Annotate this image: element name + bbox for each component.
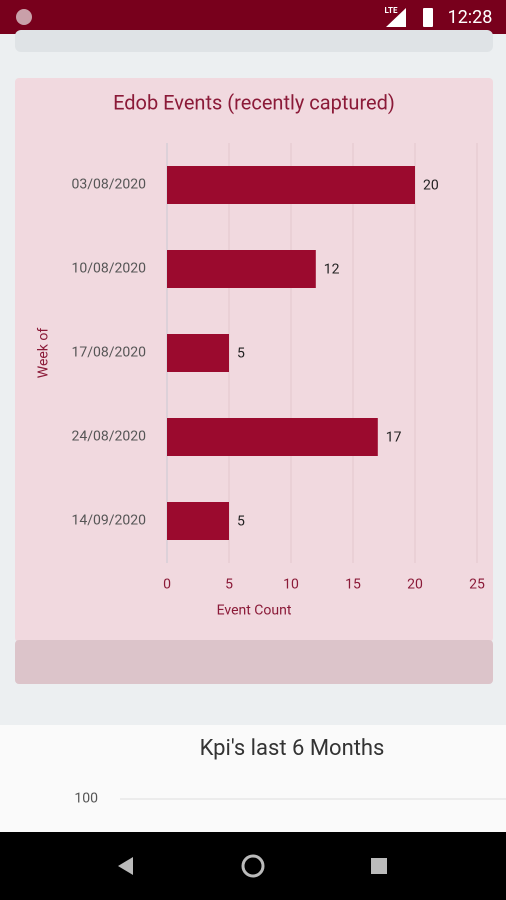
x-tick-label: 0	[163, 577, 171, 593]
x-tick-label: 15	[345, 577, 361, 593]
bar	[167, 502, 229, 540]
chart-title: Edob Events (recently captured)	[113, 90, 395, 114]
bar-chart: 0 5 10 15 20 25 03/08/2020 20 10/08/2020 12 17/08/…	[72, 143, 485, 593]
clock: 12:28	[448, 7, 493, 28]
y-tick-label: 03/08/2020	[72, 177, 147, 193]
bar	[167, 166, 415, 204]
y-tick-label: 10/08/2020	[72, 261, 147, 277]
status-bar	[0, 0, 506, 34]
chart-card	[15, 78, 493, 642]
x-tick-label: 25	[469, 577, 485, 593]
nav-bar	[0, 832, 506, 900]
bar	[167, 250, 316, 288]
network-label: LTE	[385, 6, 398, 15]
line-chart: 100	[74, 791, 506, 807]
x-axis-label: Event Count	[217, 603, 292, 619]
y-tick-label: 17/08/2020	[72, 345, 147, 361]
bar	[167, 418, 378, 456]
status-icon	[16, 9, 32, 25]
x-tick-label: 5	[225, 577, 233, 593]
back-button[interactable]	[118, 857, 133, 875]
value-label: 17	[386, 430, 402, 446]
battery-icon	[423, 8, 433, 27]
card	[15, 30, 493, 52]
value-label: 5	[237, 346, 245, 362]
home-button[interactable]	[241, 854, 265, 878]
card-footer[interactable]	[15, 640, 493, 684]
value-label: 12	[324, 262, 340, 278]
kpi-card	[0, 725, 506, 835]
y-axis-label: Week of	[36, 328, 52, 379]
value-label: 20	[423, 178, 439, 194]
bar	[167, 334, 229, 372]
y-tick-label: 14/09/2020	[72, 513, 147, 529]
signal-icon	[386, 8, 406, 27]
y-tick-label: 24/08/2020	[72, 429, 147, 445]
y-tick-label: 100	[74, 791, 98, 807]
recents-button[interactable]	[371, 858, 387, 874]
x-tick-label: 10	[283, 577, 299, 593]
x-tick-label: 20	[407, 577, 423, 593]
value-label: 5	[237, 514, 245, 530]
chart-title: Kpi's last 6 Months	[200, 736, 385, 761]
